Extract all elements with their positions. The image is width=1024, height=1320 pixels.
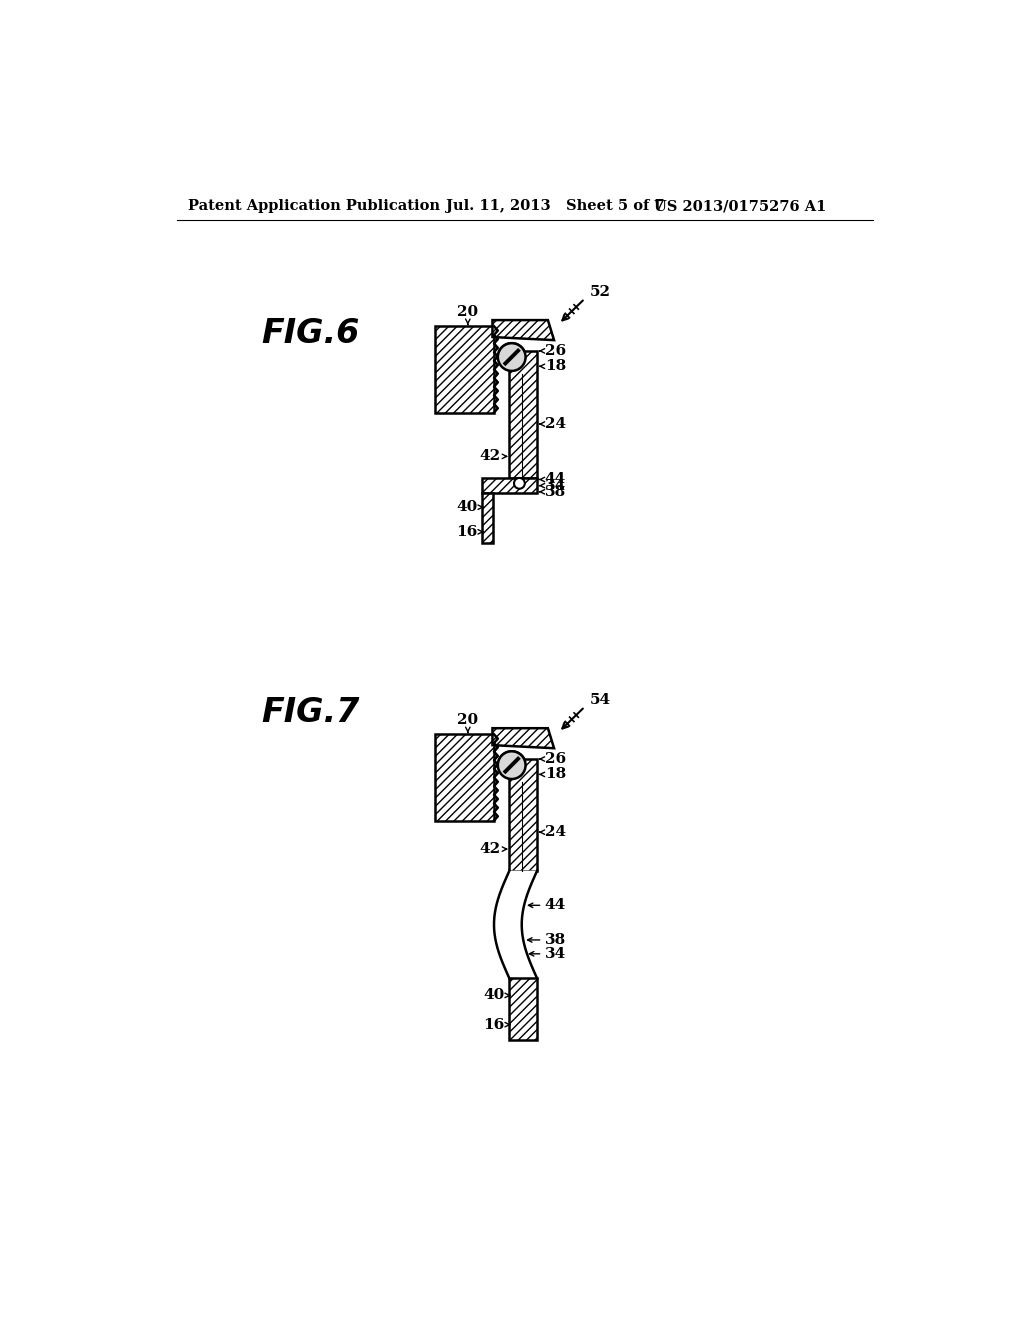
Text: 26: 26 bbox=[545, 752, 566, 766]
Text: 42: 42 bbox=[479, 842, 500, 857]
Polygon shape bbox=[482, 494, 494, 544]
Circle shape bbox=[498, 343, 525, 371]
Text: 34: 34 bbox=[545, 479, 566, 492]
Text: FIG.7: FIG.7 bbox=[261, 697, 359, 729]
Text: 38: 38 bbox=[545, 933, 566, 946]
Text: 44: 44 bbox=[545, 899, 566, 912]
Text: 40: 40 bbox=[483, 989, 505, 1002]
Circle shape bbox=[514, 478, 525, 488]
Polygon shape bbox=[509, 351, 538, 478]
Text: Jul. 11, 2013   Sheet 5 of 7: Jul. 11, 2013 Sheet 5 of 7 bbox=[446, 199, 665, 213]
Text: 40: 40 bbox=[457, 500, 478, 515]
Text: 18: 18 bbox=[545, 767, 566, 781]
Text: 20: 20 bbox=[458, 305, 478, 318]
Text: 52: 52 bbox=[590, 285, 610, 300]
Text: 20: 20 bbox=[458, 713, 478, 726]
Text: 16: 16 bbox=[457, 525, 478, 539]
Polygon shape bbox=[509, 759, 538, 871]
Text: 54: 54 bbox=[590, 693, 610, 708]
Text: 16: 16 bbox=[483, 1018, 505, 1032]
Circle shape bbox=[498, 751, 525, 779]
Text: 42: 42 bbox=[479, 449, 500, 463]
Text: 44: 44 bbox=[545, 473, 566, 487]
Text: FIG.6: FIG.6 bbox=[261, 318, 359, 351]
Polygon shape bbox=[482, 478, 538, 494]
Polygon shape bbox=[435, 326, 494, 412]
Polygon shape bbox=[493, 729, 554, 748]
Polygon shape bbox=[435, 734, 494, 821]
Text: 34: 34 bbox=[545, 946, 566, 961]
Text: 18: 18 bbox=[545, 359, 566, 374]
Text: US 2013/0175276 A1: US 2013/0175276 A1 bbox=[654, 199, 826, 213]
Text: 26: 26 bbox=[545, 345, 566, 358]
Polygon shape bbox=[494, 871, 538, 978]
Text: Patent Application Publication: Patent Application Publication bbox=[188, 199, 440, 213]
Text: 24: 24 bbox=[545, 417, 566, 432]
Polygon shape bbox=[493, 321, 554, 341]
Polygon shape bbox=[509, 978, 538, 1040]
Text: 38: 38 bbox=[545, 484, 566, 499]
Text: 24: 24 bbox=[545, 825, 566, 840]
